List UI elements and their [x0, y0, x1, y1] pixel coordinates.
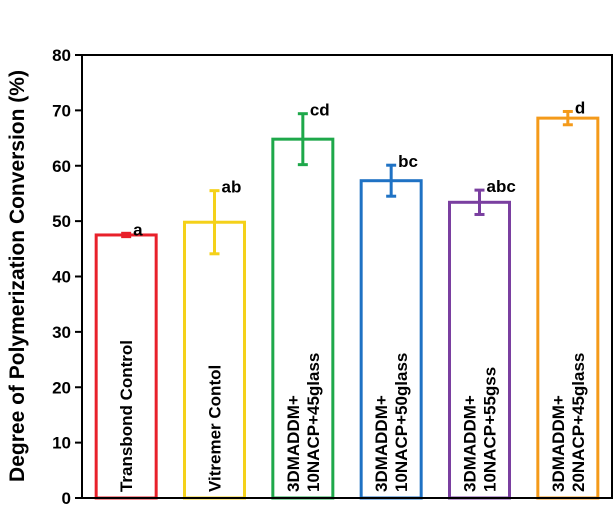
y-tick-label: 80 [52, 46, 71, 65]
plot-frame [81, 54, 613, 499]
y-axis-title: Degree of Polymerization Conversion (%) [6, 70, 29, 482]
category-label: Transbond Control [117, 340, 136, 492]
category-label: Vitremer Contol [206, 365, 225, 492]
bar [448, 200, 511, 500]
y-tick-label: 0 [62, 489, 71, 507]
significance-label: cd [310, 101, 330, 120]
bars-group: a Transbond Control ab Vitremer Contol cd 3DM… [94, 98, 600, 500]
category-label: 10NACP+45glass [304, 353, 323, 492]
y-tick-label: 30 [52, 323, 71, 342]
y-tick-label: 50 [52, 212, 71, 231]
bar [536, 116, 600, 500]
significance-label: abc [487, 177, 516, 196]
significance-label: a [133, 220, 143, 239]
y-tick-label: 20 [52, 378, 71, 397]
y-tick-label: 10 [52, 434, 71, 453]
y-tick-label: 40 [52, 268, 71, 287]
category-label: 10NACP+50glass [392, 353, 411, 492]
significance-label: d [575, 98, 585, 117]
y-axis: 0 10 20 30 40 50 60 70 80 [52, 46, 82, 507]
category-label: 3DMADDM+ [461, 395, 480, 492]
bar [271, 137, 335, 500]
bar [359, 179, 423, 500]
category-label: 3DMADDM+ [549, 395, 568, 492]
category-label: 10NACP+55gss [481, 367, 500, 492]
significance-label: bc [398, 152, 418, 171]
y-tick-label: 60 [52, 157, 71, 176]
y-tick-label: 70 [52, 101, 71, 120]
category-label: 20NACP+45glass [569, 353, 588, 492]
significance-label: ab [222, 178, 242, 197]
category-label: 3DMADDM+ [284, 395, 303, 492]
category-label: 3DMADDM+ [372, 395, 391, 492]
